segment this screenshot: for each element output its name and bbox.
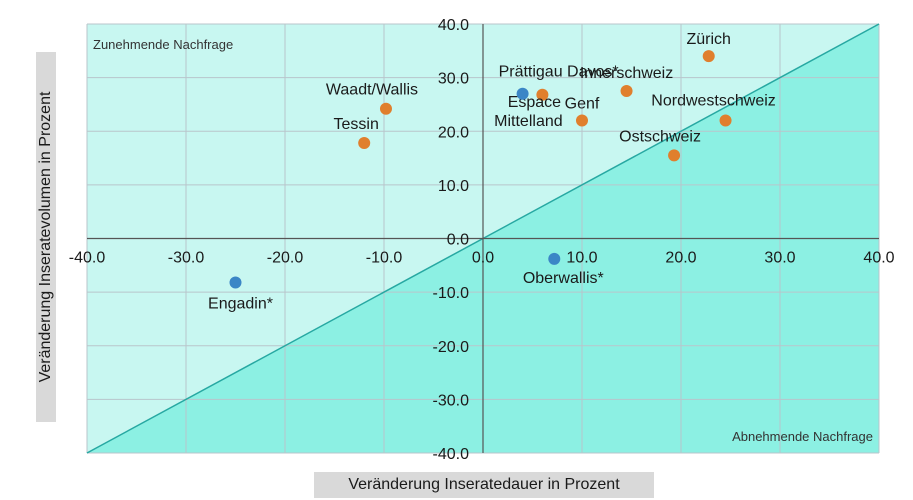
y-tick-label: -40.0 <box>433 446 470 463</box>
data-point-label: Zürich <box>686 31 730 48</box>
y-tick-label: 30.0 <box>438 71 469 88</box>
data-point <box>620 85 633 98</box>
data-point <box>358 137 371 150</box>
x-tick-label: 10.0 <box>566 250 597 267</box>
y-tick-label: 20.0 <box>438 124 469 141</box>
data-point-label: Innerschweiz <box>580 65 673 82</box>
x-tick-label: -20.0 <box>267 250 304 267</box>
x-tick-label: -40.0 <box>69 250 106 267</box>
data-point <box>719 114 732 127</box>
data-point-label: Espace <box>508 94 561 111</box>
data-point <box>576 114 588 127</box>
data-point-label: Genf <box>565 96 600 113</box>
x-tick-label: -30.0 <box>168 250 205 267</box>
data-point-label: Ostschweiz <box>619 128 701 145</box>
data-point <box>668 149 681 162</box>
data-point-label: Oberwallis* <box>523 270 604 287</box>
y-tick-label: -20.0 <box>433 339 470 356</box>
data-point-label: Nordwestschweiz <box>651 93 775 110</box>
data-point <box>229 276 242 289</box>
x-tick-label: 40.0 <box>863 250 894 267</box>
x-tick-label: 20.0 <box>665 250 696 267</box>
data-point <box>702 50 715 63</box>
region-label-lower: Abnehmende Nachfrage <box>732 429 873 444</box>
data-point-label: Prättigau Davos* <box>499 64 619 81</box>
x-axis-label: Veränderung Inseratedauer in Prozent <box>314 472 654 498</box>
data-point <box>379 102 392 115</box>
x-tick-label: -10.0 <box>366 250 403 267</box>
y-tick-label: -10.0 <box>433 285 470 302</box>
data-point-label: Tessin <box>334 116 379 133</box>
data-point-label: Mittelland <box>494 113 562 130</box>
y-axis-label-box <box>36 52 56 422</box>
y-tick-label: -30.0 <box>433 392 470 409</box>
data-point <box>548 252 561 265</box>
y-axis-label: Veränderung Inseratevolumen in Prozent <box>37 91 54 383</box>
data-point <box>536 88 549 101</box>
region-label-upper: Zunehmende Nachfrage <box>93 37 233 52</box>
y-tick-label: 0.0 <box>447 232 469 249</box>
x-tick-label: 30.0 <box>764 250 795 267</box>
data-point <box>516 87 529 100</box>
data-point-label: Engadin* <box>208 295 273 312</box>
y-tick-label: 10.0 <box>438 178 469 195</box>
y-tick-label: 40.0 <box>438 17 469 34</box>
data-point-label: Waadt/Wallis <box>326 82 418 99</box>
x-tick-label: 0.0 <box>472 250 494 267</box>
